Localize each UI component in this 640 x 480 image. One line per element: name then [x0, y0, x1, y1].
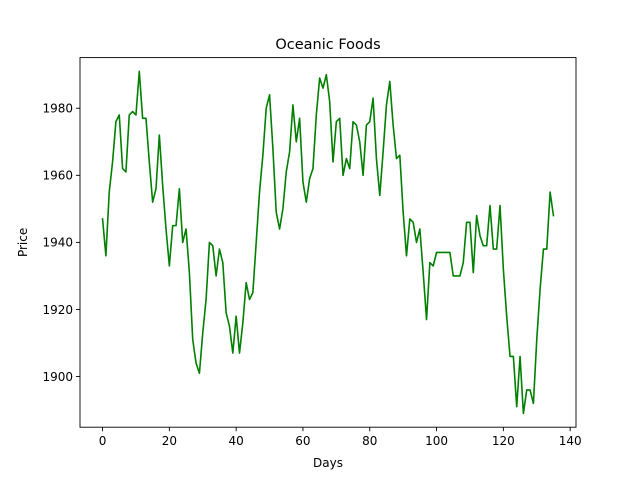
y-axis-ticks: 1900 1920 1940 1960 1980 — [42, 102, 80, 384]
series-line-price — [101, 70, 555, 415]
x-tick-label: 60 — [295, 434, 310, 448]
y-tick-label: 1920 — [42, 303, 73, 317]
x-axis-label: Days — [313, 456, 343, 470]
y-tick-label: 1980 — [42, 102, 73, 116]
y-tick-label: 1940 — [42, 236, 73, 250]
x-tick-label: 80 — [362, 434, 377, 448]
x-tick-label: 120 — [492, 434, 515, 448]
plot-frame — [79, 57, 577, 428]
x-tick-label: 40 — [229, 434, 244, 448]
x-tick-label: 20 — [162, 434, 177, 448]
y-tick-label: 1960 — [42, 169, 73, 183]
x-axis-ticks: 0 20 40 60 80 100 120 140 — [99, 427, 582, 448]
y-tick-label: 1900 — [42, 370, 73, 384]
x-tick-label: 100 — [425, 434, 448, 448]
x-tick-label: 0 — [99, 434, 107, 448]
y-axis-label: Price — [16, 228, 30, 257]
chart-title: Oceanic Foods — [275, 37, 380, 53]
x-tick-label: 140 — [559, 434, 582, 448]
